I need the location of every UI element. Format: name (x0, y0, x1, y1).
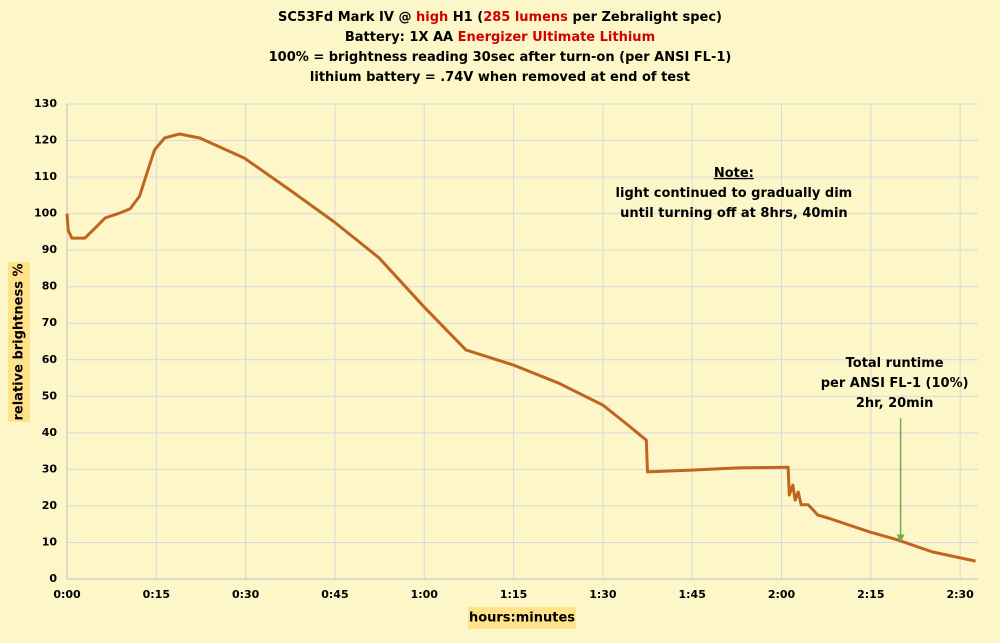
title-segment: 285 lumens (483, 10, 568, 25)
title-segment: per Zebralight spec) (568, 10, 722, 25)
x-tick-label: 0:45 (321, 588, 348, 601)
y-tick-label: 30 (42, 462, 58, 475)
title-segment: high (416, 10, 448, 25)
annotation: Total runtime (846, 356, 944, 371)
x-tick-label: 0:00 (53, 588, 81, 601)
x-axis-label: hours:minutes (469, 611, 575, 626)
x-tick-label: 1:30 (589, 588, 617, 601)
y-tick-label: 40 (42, 426, 58, 439)
title-segment: SC53Fd Mark IV @ (278, 10, 416, 25)
x-tick-label: 1:45 (679, 588, 706, 601)
y-tick-label: 0 (49, 572, 57, 585)
chart-title: 100% = brightness reading 30sec after tu… (269, 50, 732, 65)
title-segment: 100% = brightness reading 30sec after tu… (269, 50, 732, 65)
y-tick-label: 90 (42, 243, 58, 256)
y-tick-label: 10 (42, 535, 58, 548)
annotation: light continued to gradually dim (616, 186, 853, 201)
annotation: per ANSI FL-1 (10%) (821, 376, 969, 391)
x-tick-label: 2:15 (857, 588, 884, 601)
y-tick-label: 60 (42, 353, 58, 366)
y-tick-label: 120 (34, 134, 57, 147)
x-tick-label: 1:00 (411, 588, 439, 601)
x-tick-label: 2:00 (768, 588, 796, 601)
data-line (65, 132, 976, 563)
title-segment: Battery: 1X AA (345, 30, 458, 45)
chart-title: Battery: 1X AA Energizer Ultimate Lithiu… (345, 30, 655, 45)
annotation: Note: (714, 166, 754, 181)
x-tick-label: 0:15 (143, 588, 170, 601)
x-tick-label: 2:30 (946, 588, 974, 601)
x-tick-label: 0:30 (232, 588, 260, 601)
y-tick-label: 100 (34, 207, 57, 220)
y-tick-label: 70 (42, 316, 58, 329)
y-tick-label: 20 (42, 499, 58, 512)
y-label-bg (8, 262, 30, 422)
y-tick-label: 130 (34, 97, 57, 110)
title-segment: lithium battery = .74V when removed at e… (310, 70, 690, 85)
x-label-bg (468, 607, 576, 629)
title-segment: Energizer Ultimate Lithium (458, 30, 655, 45)
y-tick-label: 50 (42, 389, 58, 402)
arrow-head (896, 534, 905, 543)
y-tick-label: 80 (42, 280, 58, 293)
chart-title: SC53Fd Mark IV @ high H1 (285 lumens per… (278, 10, 722, 25)
title-segment: H1 ( (448, 10, 483, 25)
annotation: until turning off at 8hrs, 40min (620, 206, 848, 221)
chart-title: lithium battery = .74V when removed at e… (310, 70, 690, 85)
annotation: 2hr, 20min (856, 396, 934, 411)
x-tick-label: 1:15 (500, 588, 527, 601)
y-axis-label: relative brightness % (12, 264, 27, 421)
y-tick-label: 110 (34, 170, 57, 183)
